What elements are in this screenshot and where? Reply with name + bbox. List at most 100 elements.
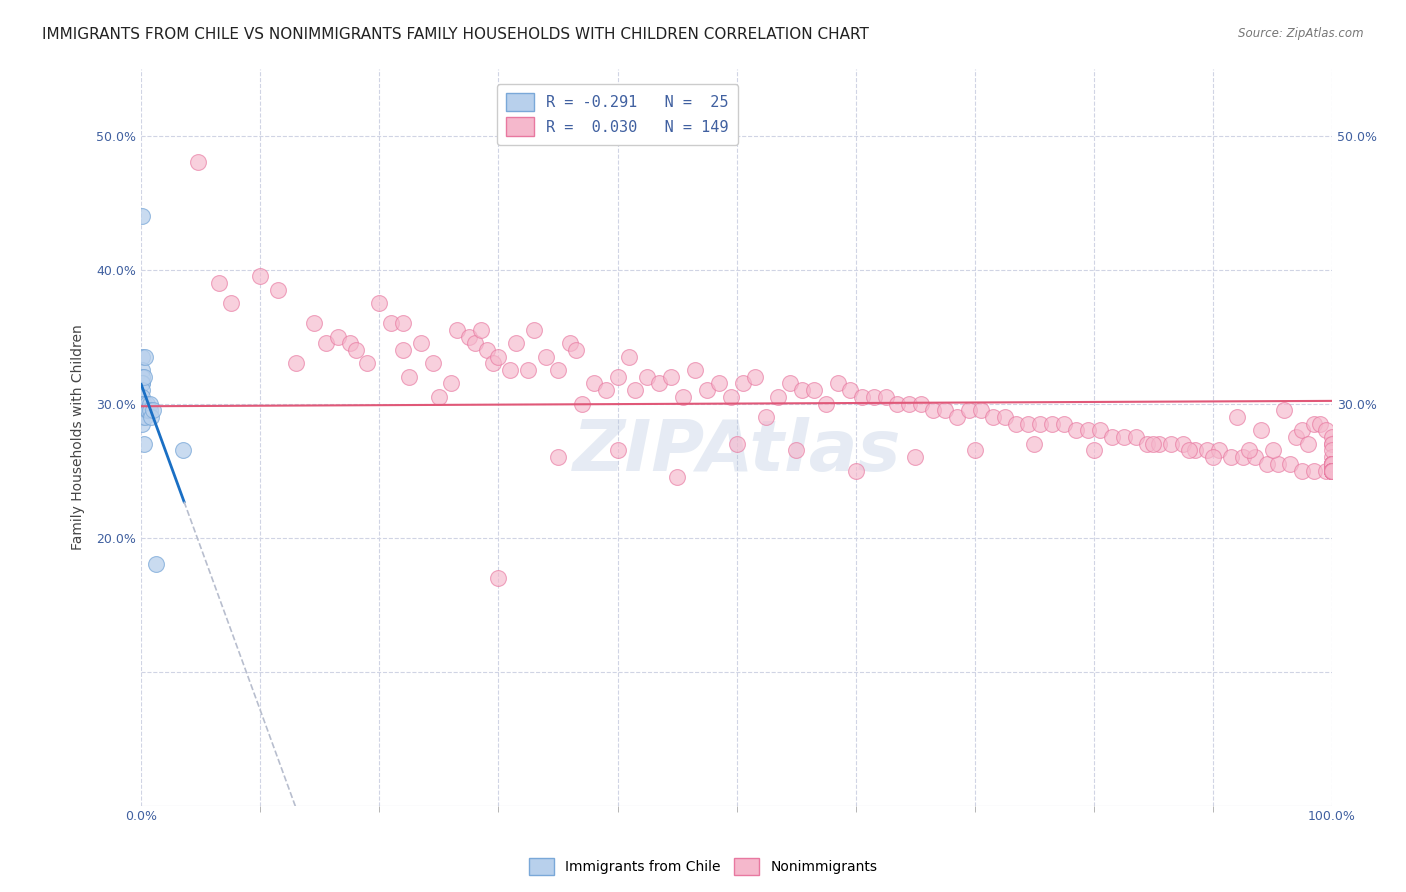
Point	[457, 329, 479, 343]
Point	[994, 409, 1017, 424]
Point	[187, 155, 209, 169]
Point	[755, 409, 778, 424]
Point	[132, 396, 155, 410]
Point	[904, 450, 927, 465]
Point	[1195, 443, 1218, 458]
Point	[534, 350, 557, 364]
Legend: R = -0.291   N =  25, R =  0.030   N = 149: R = -0.291 N = 25, R = 0.030 N = 149	[498, 84, 738, 145]
Point	[1320, 464, 1343, 478]
Point	[957, 403, 980, 417]
Point	[1320, 464, 1343, 478]
Point	[851, 390, 873, 404]
Point	[1173, 437, 1195, 451]
Point	[1160, 437, 1182, 451]
Text: IMMIGRANTS FROM CHILE VS NONIMMIGRANTS FAMILY HOUSEHOLDS WITH CHILDREN CORRELATI: IMMIGRANTS FROM CHILE VS NONIMMIGRANTS F…	[42, 27, 869, 42]
Point	[1243, 450, 1265, 465]
Point	[1291, 464, 1313, 478]
Point	[517, 363, 540, 377]
Point	[131, 409, 153, 424]
Point	[1320, 457, 1343, 471]
Point	[1320, 437, 1343, 451]
Point	[886, 396, 908, 410]
Point	[619, 350, 641, 364]
Point	[219, 296, 242, 310]
Point	[131, 383, 153, 397]
Point	[606, 369, 628, 384]
Point	[1320, 450, 1343, 465]
Point	[207, 276, 229, 290]
Point	[131, 417, 153, 431]
Point	[523, 323, 546, 337]
Point	[1136, 437, 1159, 451]
Point	[134, 350, 156, 364]
Point	[139, 409, 162, 424]
Y-axis label: Family Households with Children: Family Households with Children	[72, 324, 86, 550]
Point	[302, 316, 325, 330]
Point	[1101, 430, 1123, 444]
Point	[440, 376, 463, 391]
Point	[315, 336, 337, 351]
Point	[1320, 457, 1343, 471]
Point	[249, 269, 271, 284]
Point	[1296, 437, 1319, 451]
Point	[1320, 457, 1343, 471]
Point	[1320, 464, 1343, 478]
Point	[744, 369, 766, 384]
Point	[648, 376, 671, 391]
Point	[422, 356, 444, 370]
Text: ZIPAtlas: ZIPAtlas	[572, 417, 901, 486]
Point	[792, 383, 814, 397]
Point	[356, 356, 378, 370]
Point	[1219, 450, 1241, 465]
Point	[267, 283, 290, 297]
Point	[488, 571, 510, 585]
Point	[1088, 423, 1111, 437]
Point	[131, 396, 153, 410]
Point	[1178, 443, 1201, 458]
Point	[666, 470, 689, 484]
Point	[427, 390, 450, 404]
Point	[1320, 457, 1343, 471]
Point	[131, 350, 153, 364]
Point	[339, 336, 361, 351]
Point	[1226, 409, 1249, 424]
Point	[672, 390, 695, 404]
Point	[131, 390, 153, 404]
Point	[131, 376, 153, 391]
Point	[344, 343, 367, 357]
Point	[172, 443, 194, 458]
Point	[1184, 443, 1206, 458]
Point	[1320, 464, 1343, 478]
Point	[1320, 457, 1343, 471]
Point	[595, 383, 617, 397]
Point	[131, 209, 153, 223]
Point	[720, 390, 742, 404]
Point	[138, 396, 160, 410]
Point	[409, 336, 432, 351]
Point	[1208, 443, 1230, 458]
Point	[1250, 423, 1272, 437]
Point	[1274, 403, 1296, 417]
Point	[1256, 457, 1278, 471]
Point	[285, 356, 308, 370]
Point	[946, 409, 969, 424]
Point	[1320, 464, 1343, 478]
Point	[1320, 457, 1343, 471]
Point	[1291, 423, 1313, 437]
Point	[392, 343, 415, 357]
Point	[898, 396, 921, 410]
Point	[970, 403, 993, 417]
Point	[1303, 417, 1326, 431]
Point	[464, 336, 486, 351]
Point	[779, 376, 801, 391]
Point	[1149, 437, 1171, 451]
Point	[731, 376, 754, 391]
Point	[558, 336, 581, 351]
Point	[1112, 430, 1135, 444]
Point	[1017, 417, 1039, 431]
Point	[981, 409, 1004, 424]
Point	[768, 390, 790, 404]
Point	[827, 376, 849, 391]
Point	[138, 403, 160, 417]
Point	[683, 363, 706, 377]
